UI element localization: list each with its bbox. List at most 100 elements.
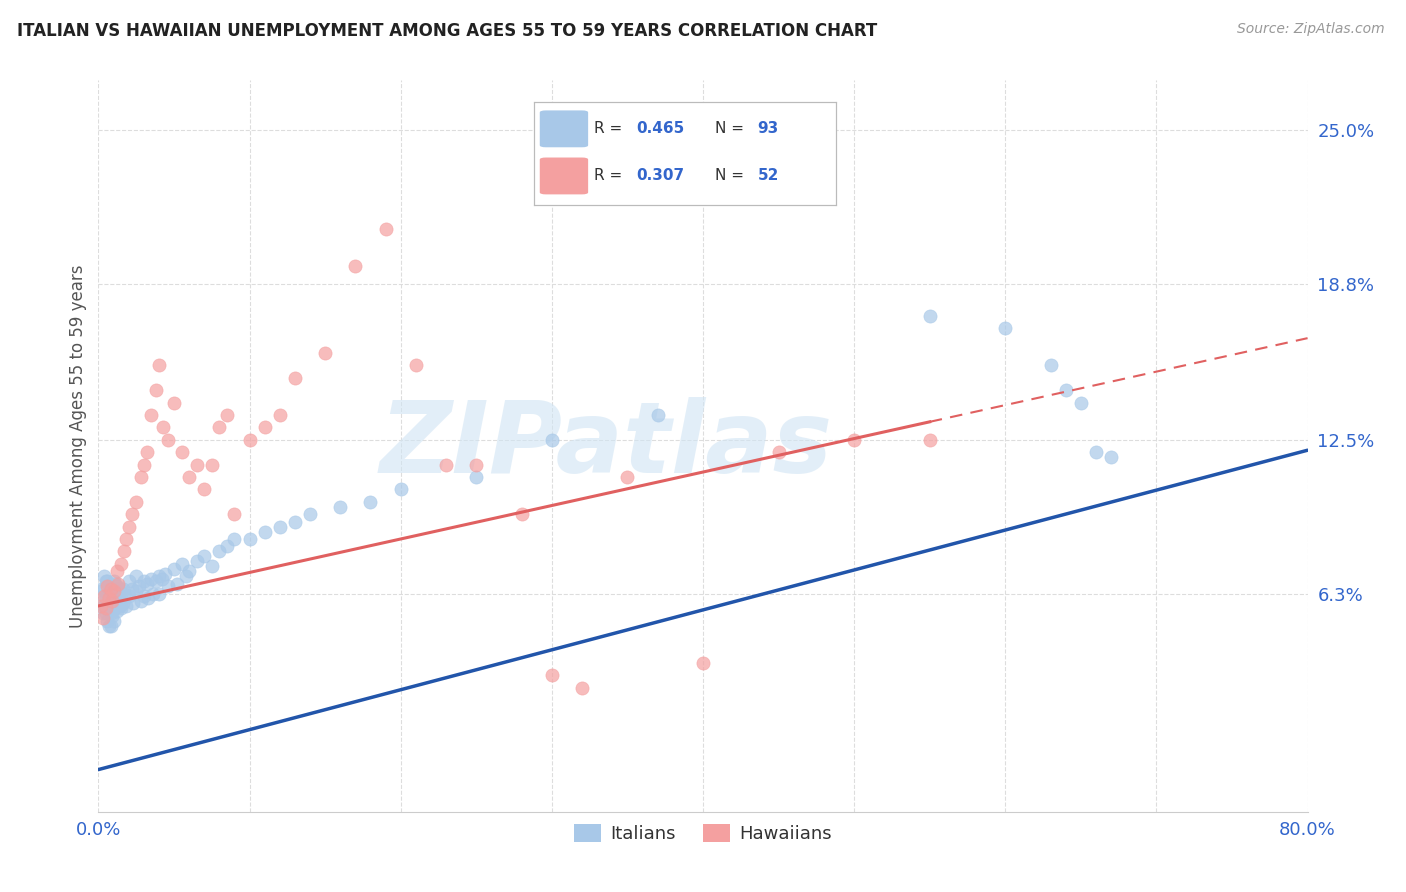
Point xyxy=(284,371,307,385)
Point xyxy=(94,574,117,588)
Point xyxy=(129,594,152,608)
Point xyxy=(105,604,128,618)
Point xyxy=(111,582,134,596)
Point xyxy=(156,579,179,593)
Point xyxy=(93,589,115,603)
Point xyxy=(90,599,112,613)
Point xyxy=(125,495,148,509)
Point xyxy=(141,572,163,586)
Point xyxy=(121,582,143,596)
Point xyxy=(110,586,132,600)
Point xyxy=(148,569,170,583)
Point xyxy=(101,608,124,623)
Point xyxy=(101,584,124,599)
Point xyxy=(94,601,117,615)
Point xyxy=(112,586,135,600)
Point xyxy=(224,532,246,546)
Point xyxy=(118,519,141,533)
Point xyxy=(107,576,129,591)
Point xyxy=(128,579,150,593)
Point xyxy=(100,582,122,596)
Point xyxy=(918,309,941,323)
Point xyxy=(269,408,291,422)
Point xyxy=(104,576,127,591)
Point xyxy=(166,576,188,591)
Point xyxy=(98,604,121,618)
Point xyxy=(148,359,170,373)
Point xyxy=(215,408,238,422)
Point xyxy=(135,445,157,459)
Point xyxy=(110,601,132,615)
Point xyxy=(918,433,941,447)
Point xyxy=(132,574,155,588)
Point xyxy=(142,586,165,600)
Point xyxy=(132,589,155,603)
Point xyxy=(91,611,114,625)
Point xyxy=(174,569,197,583)
Point xyxy=(103,574,125,588)
Point xyxy=(510,507,533,521)
Point xyxy=(239,532,262,546)
Point xyxy=(98,591,121,606)
Point xyxy=(125,569,148,583)
Point xyxy=(193,483,215,497)
Text: Source: ZipAtlas.com: Source: ZipAtlas.com xyxy=(1237,22,1385,37)
Point xyxy=(571,681,593,695)
Point xyxy=(201,559,224,574)
Point xyxy=(96,614,118,628)
Point xyxy=(1054,383,1077,397)
Point xyxy=(141,408,163,422)
Point xyxy=(994,321,1017,335)
Point xyxy=(96,579,118,593)
Text: ITALIAN VS HAWAIIAN UNEMPLOYMENT AMONG AGES 55 TO 59 YEARS CORRELATION CHART: ITALIAN VS HAWAIIAN UNEMPLOYMENT AMONG A… xyxy=(17,22,877,40)
Point xyxy=(360,495,382,509)
Point xyxy=(844,433,866,447)
Point xyxy=(103,614,125,628)
Point xyxy=(215,540,238,554)
Point xyxy=(405,359,427,373)
Point xyxy=(163,395,186,409)
Point xyxy=(284,515,307,529)
Point xyxy=(269,519,291,533)
Point xyxy=(98,619,121,633)
Point xyxy=(108,599,131,613)
Point xyxy=(145,383,167,397)
Point xyxy=(112,544,135,558)
Point xyxy=(107,597,129,611)
Point xyxy=(136,591,159,606)
Point xyxy=(153,566,176,581)
Point xyxy=(98,579,121,593)
Text: ZIPatlas: ZIPatlas xyxy=(380,398,832,494)
Y-axis label: Unemployment Among Ages 55 to 59 years: Unemployment Among Ages 55 to 59 years xyxy=(69,264,87,628)
Point xyxy=(114,532,136,546)
Point xyxy=(374,222,396,236)
Point xyxy=(96,586,118,600)
Point xyxy=(239,433,262,447)
Point xyxy=(329,500,352,514)
Point xyxy=(314,346,336,360)
Point xyxy=(253,524,276,539)
Point xyxy=(105,564,128,578)
Point xyxy=(94,589,117,603)
Point xyxy=(107,582,129,596)
Point xyxy=(152,420,174,434)
Point xyxy=(156,433,179,447)
Point xyxy=(100,619,122,633)
Point xyxy=(111,597,134,611)
Point xyxy=(125,584,148,599)
Point xyxy=(100,582,122,596)
Point xyxy=(540,433,562,447)
Point xyxy=(540,668,562,682)
Point xyxy=(768,445,790,459)
Point xyxy=(1085,445,1108,459)
Point xyxy=(121,507,143,521)
Point xyxy=(105,591,128,606)
Point xyxy=(93,582,115,596)
Point xyxy=(179,564,201,578)
Point xyxy=(104,601,127,615)
Point xyxy=(90,582,112,596)
Point xyxy=(1070,395,1092,409)
Point xyxy=(208,420,231,434)
Point xyxy=(118,589,141,603)
Point xyxy=(93,599,115,613)
